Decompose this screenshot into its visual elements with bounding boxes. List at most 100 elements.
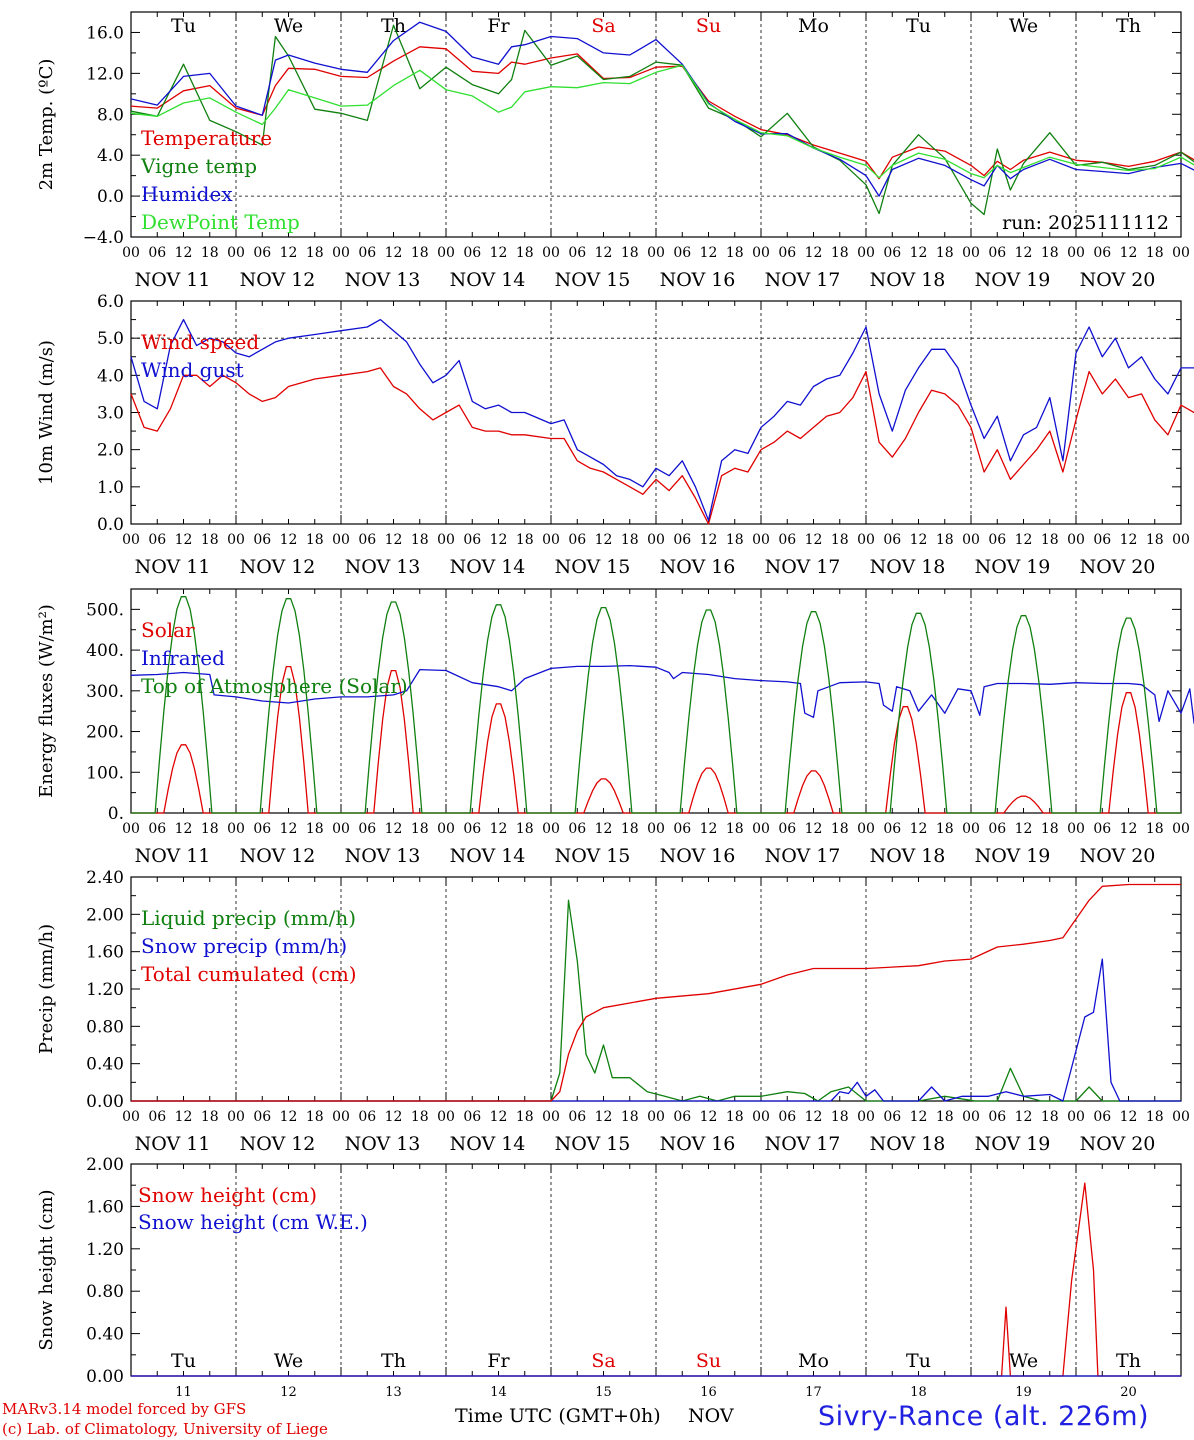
hour-label: 18 xyxy=(306,821,324,837)
hour-label: 00 xyxy=(1172,1109,1190,1125)
hour-label: 00 xyxy=(227,821,245,837)
hour-label: 00 xyxy=(332,245,350,261)
hour-label: 06 xyxy=(988,532,1006,548)
hour-label: 06 xyxy=(148,532,166,548)
hour-label: 18 xyxy=(621,821,639,837)
y-tick-label: 1.60 xyxy=(86,943,124,963)
hour-label: 18 xyxy=(201,532,219,548)
hour-label: 06 xyxy=(568,1109,586,1125)
hour-label: 06 xyxy=(253,821,271,837)
y-axis-label: 2m Temp. (ºC) xyxy=(36,59,57,191)
date-label: NOV 12 xyxy=(240,269,316,291)
y-tick-label: −4.0 xyxy=(83,228,124,248)
day-number-label: 11 xyxy=(175,1385,192,1400)
date-label: NOV 19 xyxy=(975,845,1051,867)
y-tick-label: 6.0 xyxy=(97,292,124,312)
hour-label: 12 xyxy=(805,1109,823,1125)
hour-label: 06 xyxy=(463,245,481,261)
weekday-label: Tu xyxy=(171,1350,196,1372)
weekday-label: Fr xyxy=(487,15,510,37)
date-label: NOV 13 xyxy=(345,1133,421,1155)
y-tick-label: 0.0 xyxy=(97,187,124,207)
lab-credit: (c) Lab. of Climatology, University of L… xyxy=(2,1420,328,1438)
legend-entry: Wind gust xyxy=(141,358,244,382)
hour-label: 12 xyxy=(1015,821,1033,837)
hour-label: 06 xyxy=(673,821,691,837)
hour-label: 18 xyxy=(516,245,534,261)
series-line-humidex xyxy=(130,21,1194,197)
hour-label: 12 xyxy=(280,245,298,261)
date-label: NOV 16 xyxy=(660,556,736,578)
weekday-label: We xyxy=(1009,15,1038,37)
hour-label: 06 xyxy=(778,245,796,261)
hour-label: 18 xyxy=(516,532,534,548)
date-label: NOV 16 xyxy=(660,845,736,867)
hour-label: 06 xyxy=(673,1109,691,1125)
day-number-label: 20 xyxy=(1120,1385,1137,1400)
hour-label: 06 xyxy=(778,821,796,837)
hour-label: 06 xyxy=(568,821,586,837)
weekday-label: We xyxy=(274,15,303,37)
series-line-temperature xyxy=(130,46,1194,180)
date-label: NOV 14 xyxy=(450,1133,526,1155)
y-axis-label: Precip (mm/h) xyxy=(36,924,57,1054)
hour-label: 00 xyxy=(542,1109,560,1125)
date-label: NOV 18 xyxy=(870,1133,946,1155)
y-tick-label: 0.80 xyxy=(86,1282,124,1302)
hour-label: 06 xyxy=(883,245,901,261)
y-tick-label: 5.0 xyxy=(97,329,124,349)
hour-label: 18 xyxy=(726,1109,744,1125)
hour-label: 12 xyxy=(805,245,823,261)
y-tick-label: 2.40 xyxy=(86,868,124,888)
day-number-label: 18 xyxy=(910,1385,927,1400)
weekday-label: Sa xyxy=(591,1350,615,1372)
panel-2: 0.0 1.0 2.0 3.0 4.0 5.0 6.0 10m Wind (m/s) 00 06 1… xyxy=(36,292,1194,578)
y-tick-label: 0.00 xyxy=(86,1367,124,1387)
weekday-label: Tu xyxy=(171,15,196,37)
hour-label: 12 xyxy=(595,532,613,548)
hour-label: 18 xyxy=(831,821,849,837)
hour-label: 00 xyxy=(1067,532,1085,548)
series-line-dewpoint-temp xyxy=(130,64,1194,179)
day-number-label: 15 xyxy=(595,1385,612,1400)
panel-4: 0.00 0.40 0.80 1.20 1.60 2.00 2.40 Precip (mm/h… xyxy=(36,868,1190,1155)
y-tick-label: 3.0 xyxy=(97,404,124,424)
date-label: NOV 17 xyxy=(765,845,841,867)
weekday-label: Th xyxy=(1116,15,1141,37)
y-tick-label: 0.40 xyxy=(86,1055,124,1075)
weekday-label: We xyxy=(274,1350,303,1372)
hour-label: 00 xyxy=(1172,245,1190,261)
day-number-label: 14 xyxy=(490,1385,507,1400)
series-line-vigne-temp xyxy=(130,24,1194,216)
y-tick-label: 1.20 xyxy=(86,980,124,1000)
hour-label: 00 xyxy=(542,532,560,548)
y-tick-label: 300. xyxy=(86,682,124,702)
hour-label: 12 xyxy=(175,1109,193,1125)
y-tick-label: 1.0 xyxy=(97,478,124,498)
hour-label: 18 xyxy=(411,245,429,261)
hour-label: 18 xyxy=(411,1109,429,1125)
hour-label: 00 xyxy=(332,821,350,837)
hour-label: 06 xyxy=(358,821,376,837)
hour-label: 18 xyxy=(1146,821,1164,837)
hour-label: 06 xyxy=(568,245,586,261)
hour-label: 18 xyxy=(621,532,639,548)
date-label: NOV 15 xyxy=(555,1133,631,1155)
hour-label: 00 xyxy=(1172,532,1190,548)
plot-frame xyxy=(130,11,1182,238)
legend-entry: Vigne temp xyxy=(140,154,257,178)
hour-label: 06 xyxy=(148,821,166,837)
hour-label: 00 xyxy=(227,245,245,261)
date-label: NOV 15 xyxy=(555,556,631,578)
hour-label: 12 xyxy=(385,1109,403,1125)
hour-label: 00 xyxy=(1172,821,1190,837)
hour-label: 00 xyxy=(332,1109,350,1125)
hour-label: 06 xyxy=(883,1109,901,1125)
weekday-label: Su xyxy=(696,15,721,37)
weekday-label: Th xyxy=(381,1350,406,1372)
hour-label: 00 xyxy=(437,821,455,837)
date-label: NOV 11 xyxy=(135,269,211,291)
hour-label: 18 xyxy=(726,821,744,837)
hour-label: 12 xyxy=(805,821,823,837)
